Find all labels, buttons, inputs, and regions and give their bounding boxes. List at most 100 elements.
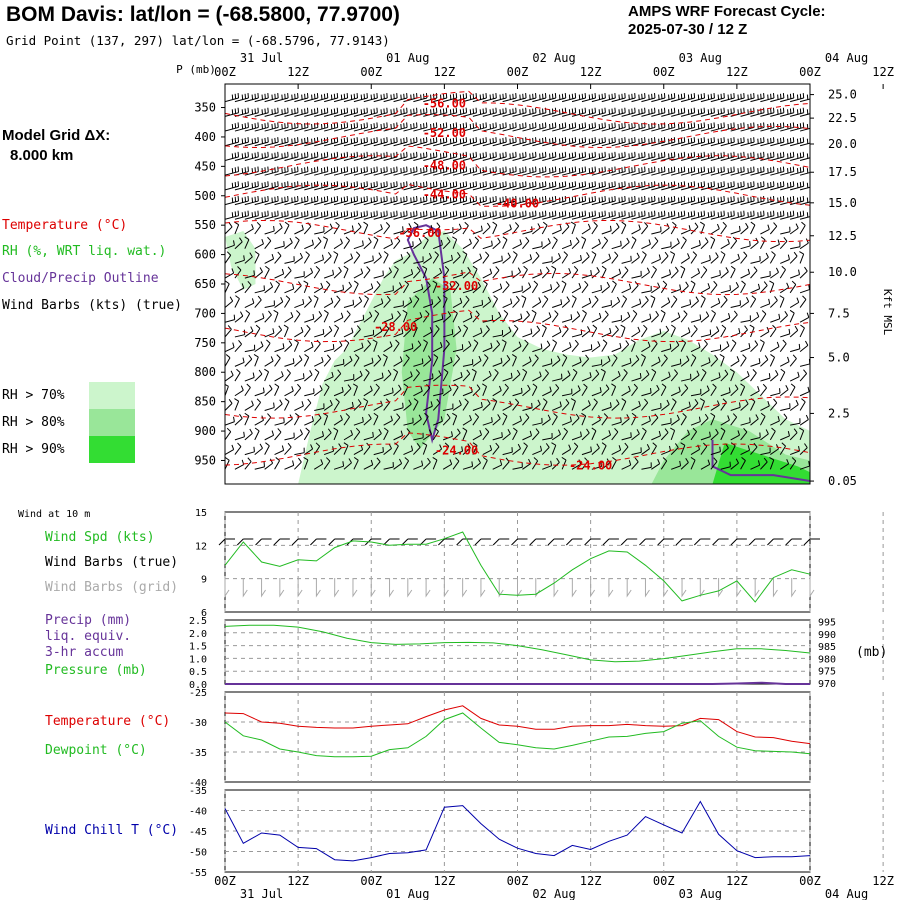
wind-barb bbox=[690, 137, 706, 147]
wind-barb bbox=[710, 166, 725, 176]
wind-barb bbox=[591, 443, 600, 455]
wind-barb bbox=[700, 283, 711, 294]
wind-barb bbox=[561, 195, 577, 206]
wind-barb bbox=[700, 385, 710, 397]
wind-barb bbox=[403, 181, 418, 191]
wind-barb bbox=[769, 456, 775, 470]
wind-barb bbox=[790, 137, 805, 147]
wind-barb bbox=[591, 166, 606, 176]
wind-barb bbox=[750, 210, 765, 220]
wind-barb bbox=[333, 266, 342, 279]
wind-barb bbox=[284, 340, 293, 353]
wind-barb bbox=[314, 328, 325, 338]
wind-barb bbox=[343, 442, 349, 455]
wind-barb bbox=[472, 355, 482, 367]
precip-panel-y-tick-label: 0.5 bbox=[189, 667, 207, 678]
wind-barb bbox=[661, 343, 672, 353]
wind-barb bbox=[700, 237, 709, 250]
wind-barb bbox=[710, 354, 719, 367]
wind-barb bbox=[770, 388, 781, 397]
wind-barb bbox=[393, 265, 399, 279]
temp-panel-y-tick-label: -35 bbox=[189, 748, 207, 759]
wind-barb bbox=[442, 282, 453, 294]
wind-barb bbox=[422, 339, 428, 352]
wind-barb bbox=[750, 358, 761, 367]
wind-barb bbox=[621, 357, 632, 367]
wind-barb bbox=[522, 151, 537, 161]
wind-barb bbox=[234, 122, 249, 132]
wind-barb bbox=[780, 254, 790, 264]
wind-barb bbox=[284, 358, 295, 367]
wind-barb bbox=[690, 251, 698, 264]
wind-barb bbox=[274, 122, 289, 132]
wind-barb bbox=[254, 427, 260, 441]
wind-barb bbox=[462, 137, 477, 147]
wind-barb bbox=[294, 281, 302, 294]
wind-barb bbox=[770, 415, 780, 426]
wind-barb bbox=[730, 210, 745, 220]
wind-barb-grid bbox=[425, 578, 431, 598]
wind-barb bbox=[581, 326, 591, 338]
wind-barb bbox=[690, 181, 706, 191]
wind-barb bbox=[462, 295, 470, 308]
wind-barb bbox=[472, 181, 487, 191]
wind-barb bbox=[403, 210, 418, 220]
wind-barb bbox=[809, 395, 810, 396]
wind-barb bbox=[532, 297, 542, 308]
wind-barb bbox=[790, 181, 805, 191]
wind-barb bbox=[314, 254, 324, 264]
temperature-contour bbox=[225, 219, 810, 243]
wind-barb bbox=[561, 314, 573, 323]
wind-barb bbox=[442, 368, 449, 382]
wind-barb bbox=[660, 383, 667, 396]
wind-barb bbox=[393, 166, 408, 176]
wind-barb bbox=[611, 399, 620, 411]
wind-barb bbox=[244, 270, 255, 279]
wind-barb bbox=[403, 371, 413, 382]
wind-barb bbox=[304, 416, 314, 426]
wind-barb bbox=[294, 166, 309, 176]
wind-barb bbox=[225, 342, 235, 353]
wind-barb bbox=[591, 369, 600, 382]
wind-barb bbox=[769, 222, 778, 235]
wind-barb bbox=[601, 210, 616, 220]
wind-barb bbox=[502, 281, 510, 294]
wind-barb bbox=[343, 107, 359, 117]
legend-dewpoint: Dewpoint (°C) bbox=[45, 743, 147, 758]
wind-barb bbox=[769, 251, 776, 264]
wind-barb bbox=[303, 251, 310, 264]
wind-barb bbox=[690, 210, 706, 220]
wind-barb bbox=[770, 107, 785, 117]
wind-barb bbox=[304, 313, 315, 323]
wind-barb bbox=[561, 181, 577, 191]
wind-barb bbox=[591, 285, 602, 294]
wind-barb bbox=[680, 195, 696, 206]
wind-barb bbox=[422, 265, 428, 279]
wind-barb bbox=[730, 166, 745, 176]
wind-barb bbox=[452, 297, 463, 308]
wind-barb-true bbox=[803, 538, 820, 546]
wind-barb bbox=[343, 339, 350, 352]
wind-barb bbox=[710, 236, 716, 249]
wind-barb bbox=[433, 314, 444, 323]
wind-barb bbox=[631, 355, 640, 367]
wind-barb bbox=[284, 295, 291, 308]
wind-barb bbox=[601, 339, 608, 352]
wind-barb bbox=[264, 236, 272, 250]
wind-barb-true bbox=[712, 538, 729, 546]
wind-barb bbox=[541, 398, 548, 411]
wind-barb bbox=[760, 457, 768, 470]
wind-barb bbox=[244, 137, 259, 147]
top-date-label: 01 Aug bbox=[386, 51, 429, 65]
wind-barb bbox=[561, 251, 568, 264]
wind-barb bbox=[462, 238, 472, 250]
wind-barb bbox=[423, 373, 434, 382]
altitude-tick-label: 0.05 bbox=[828, 474, 857, 488]
wind-barb bbox=[651, 92, 666, 103]
wind-barb bbox=[512, 267, 521, 279]
wind-barb bbox=[581, 137, 596, 147]
wind-barb bbox=[750, 311, 760, 323]
wind-barb bbox=[492, 385, 502, 397]
wind-barb bbox=[294, 383, 302, 397]
wind-barb bbox=[601, 300, 612, 309]
